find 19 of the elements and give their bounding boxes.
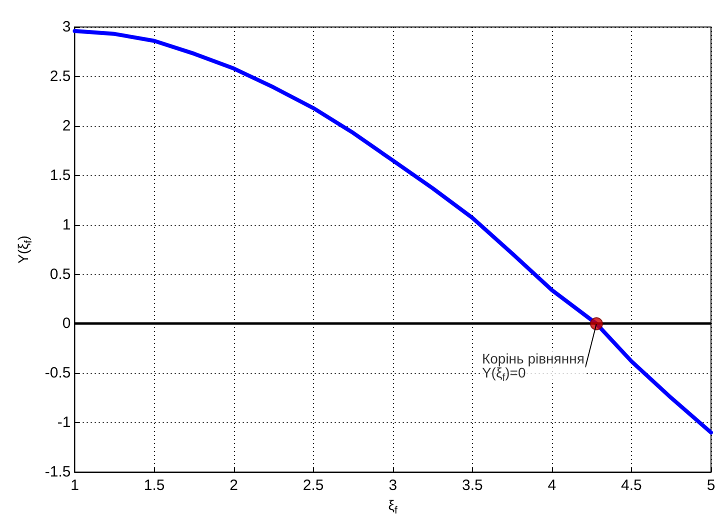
x-tick-label: 5 — [706, 477, 716, 494]
x-tick-label: 3.5 — [462, 477, 483, 494]
x-tick-label: 4 — [548, 477, 556, 494]
y-tick-label: 1.5 — [50, 166, 71, 184]
x-tick-label: 2.5 — [302, 477, 324, 494]
y-tick-label: 0 — [62, 315, 71, 332]
y-tick-label: 0.5 — [50, 266, 71, 283]
y-tick-label: -1 — [57, 414, 71, 432]
y-tick-label: 1 — [62, 216, 71, 234]
x-tick-label: 4.5 — [621, 477, 642, 494]
x-tick-label: 3 — [388, 477, 398, 494]
x-tick-label: 1.5 — [144, 477, 165, 494]
x-tick-label: 2 — [230, 477, 238, 494]
y-tick-label: 2 — [62, 117, 71, 134]
y-tick-label: 3 — [62, 18, 71, 36]
y-tick-label: -1.5 — [44, 464, 71, 481]
y-tick-label: -0.5 — [44, 364, 71, 382]
y-axis-title: Y(ξf) — [15, 236, 34, 264]
y-tick-label: 2.5 — [50, 68, 71, 85]
